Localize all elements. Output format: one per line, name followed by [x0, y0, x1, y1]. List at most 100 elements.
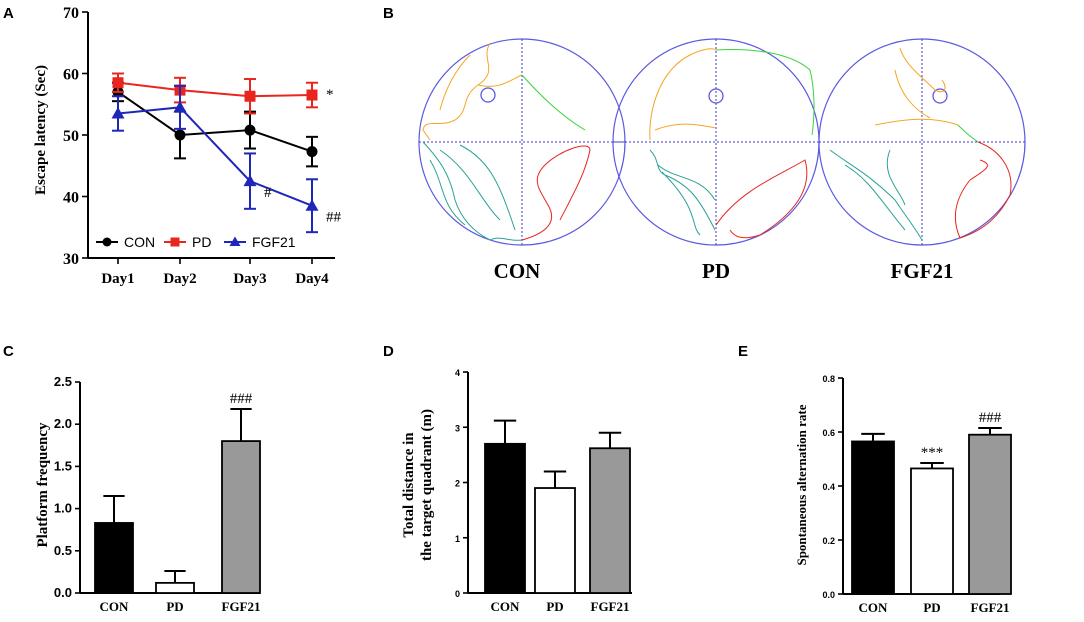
panel-label-d: D — [383, 343, 394, 360]
legend-marker — [170, 237, 180, 247]
bar-fgf21 — [968, 433, 1012, 595]
panel-d-ylabel-line1: Total distance in — [401, 432, 417, 538]
legend-label: CON — [124, 234, 155, 250]
x-tick-label: FGF21 — [222, 599, 261, 614]
x-tick-label: CON — [100, 599, 130, 614]
maze-fgf21 — [818, 38, 1026, 246]
path-quadrant-3 — [422, 141, 523, 241]
maze-label-fgf21: FGF21 — [891, 259, 954, 283]
bar-con — [94, 522, 134, 594]
panel-d-bar-chart: Total distance in the target quadrant (m… — [401, 368, 632, 614]
significance-mark: ### — [979, 410, 1002, 426]
maze-label-pd: PD — [702, 259, 730, 283]
data-point — [306, 146, 318, 158]
data-point — [244, 90, 256, 102]
path-quadrant-4 — [954, 141, 1012, 239]
panel-label-a: A — [3, 5, 14, 22]
maze-con — [418, 38, 626, 246]
data-point — [306, 89, 318, 101]
x-tick-label: FGF21 — [971, 600, 1010, 615]
y-tick-label: 1.5 — [54, 458, 72, 473]
panel-a-ylabel: Escape latency (Sec) — [33, 65, 49, 195]
bar-con — [851, 440, 895, 595]
y-tick-label: 2.0 — [54, 416, 72, 431]
x-tick-label: PD — [923, 600, 940, 615]
maze-label-con: CON — [494, 259, 541, 283]
y-tick-label: 0.4 — [822, 482, 835, 492]
y-tick-label: 2 — [455, 479, 460, 489]
legend-marker — [229, 236, 241, 246]
data-point — [174, 129, 186, 141]
bar-pd — [155, 581, 195, 594]
x-tick-label: PD — [166, 599, 183, 614]
data-point — [111, 106, 125, 119]
panel-c-bar-chart: Platform frequency 0.0 0.5 1.0 1.5 2.0 2.5 CON… — [35, 374, 261, 614]
panel-label-e: E — [738, 343, 748, 360]
path-quadrant-1 — [649, 48, 717, 141]
y-tick-label: 0.6 — [822, 428, 835, 438]
bar-con — [484, 442, 526, 594]
legend-marker — [102, 237, 112, 247]
y-tick-label: 0.0 — [822, 590, 835, 600]
y-tick-label: 3 — [455, 423, 460, 433]
path-quadrant-1 — [874, 47, 959, 126]
path-quadrant-3 — [649, 149, 716, 236]
path-quadrant-3 — [829, 149, 923, 241]
panel-a-line-chart: Escape latency (Sec) 30 40 50 60 70 Day1 Day2 D… — [33, 5, 342, 287]
pool-boundary — [612, 38, 820, 246]
bar-pd — [910, 467, 954, 595]
x-tick-label: FGF21 — [591, 599, 630, 614]
target-platform — [480, 87, 496, 103]
panel-b-maze-trajectories: CON PD FGF21 — [418, 38, 1026, 283]
data-point — [305, 199, 319, 211]
y-tick-label: 1 — [455, 534, 460, 544]
target-platform — [932, 88, 948, 104]
path-quadrant-2 — [521, 74, 586, 131]
panel-e-ylabel: Spontaneous alternation rate — [794, 404, 809, 565]
significance-mark: ## — [326, 210, 342, 226]
bar-fgf21 — [589, 447, 631, 594]
bar-fgf21 — [221, 440, 261, 594]
legend-label: FGF21 — [252, 234, 296, 250]
path-quadrant-1 — [422, 42, 523, 141]
y-tick-label: 30 — [63, 251, 79, 268]
series-line-pd — [117, 81, 313, 98]
path-quadrant-2 — [715, 49, 815, 136]
x-tick-label: Day4 — [295, 271, 329, 287]
y-tick-label: 4 — [455, 368, 460, 378]
x-tick-label: Day3 — [233, 271, 266, 287]
significance-mark: # — [264, 185, 272, 201]
target-platform — [708, 88, 724, 104]
y-tick-label: 70 — [63, 5, 79, 22]
panel-e-bar-chart: Spontaneous alternation rate 0.0 0.2 0.4 0.… — [794, 374, 1012, 615]
y-tick-label: 0.2 — [822, 536, 835, 546]
data-point — [243, 174, 257, 187]
pool-boundary — [818, 38, 1026, 246]
panel-label-b: B — [383, 5, 394, 22]
path-quadrant-4 — [521, 145, 591, 241]
x-tick-label: CON — [859, 600, 889, 615]
x-tick-label: PD — [546, 599, 563, 614]
y-tick-label: 2.5 — [54, 374, 72, 389]
legend-label: PD — [192, 234, 211, 250]
path-quadrant-4 — [715, 159, 808, 239]
significance-mark: * — [326, 87, 334, 103]
x-tick-label: Day1 — [101, 271, 134, 287]
series-line-con — [117, 91, 313, 153]
data-point — [112, 77, 124, 89]
y-tick-label: 60 — [63, 67, 79, 84]
path-quadrant-2 — [957, 124, 979, 143]
panel-d-ylabel-line2: the target quadrant (m) — [419, 409, 435, 561]
x-tick-label: CON — [491, 599, 521, 614]
data-point — [173, 100, 187, 113]
significance-mark: *** — [921, 445, 944, 461]
y-tick-label: 50 — [63, 128, 79, 145]
maze-pd — [612, 38, 820, 246]
significance-mark: ### — [230, 391, 253, 407]
panel-label-c: C — [3, 343, 14, 360]
y-tick-label: 1.0 — [54, 501, 72, 516]
panel-c-ylabel: Platform frequency — [35, 422, 51, 548]
y-tick-label: 0 — [455, 589, 460, 599]
bar-pd — [534, 487, 576, 594]
